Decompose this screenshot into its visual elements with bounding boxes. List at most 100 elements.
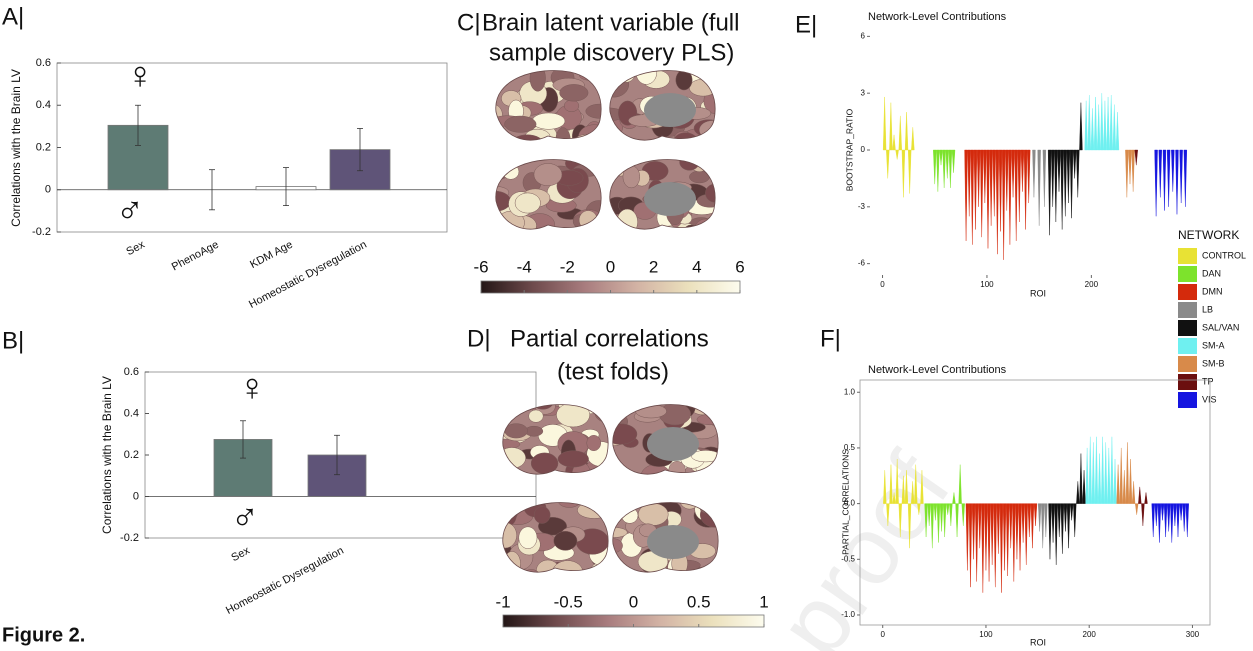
brain-parcel — [532, 113, 565, 129]
brain-parcel — [676, 70, 692, 90]
brain-parcel — [587, 435, 601, 450]
roi-spike — [1021, 150, 1024, 192]
brain-parcel — [558, 494, 580, 507]
roi-spike — [1061, 150, 1064, 230]
roi-spike — [1052, 504, 1055, 543]
figure: proof Figure 2. A|-0.200.20.40.6SexPheno… — [0, 0, 1253, 651]
roi-spike — [1061, 504, 1064, 554]
annotation: ♂ — [231, 497, 260, 539]
roi-spike — [889, 103, 892, 150]
legend-label: CONTROL — [1202, 250, 1246, 260]
roi-spike — [1079, 454, 1082, 504]
roi-spike — [1155, 504, 1158, 526]
brain-parcel — [494, 523, 517, 549]
brain-parcel — [586, 104, 614, 118]
y-tick-label: 6 — [861, 31, 866, 40]
roi-spike — [1015, 150, 1018, 241]
roi-spike — [1184, 150, 1187, 207]
y-tick-label: -0.2 — [120, 532, 139, 544]
roi-spike — [1088, 95, 1091, 150]
roi-spike — [972, 504, 975, 560]
brain-parcel — [512, 497, 534, 508]
roi-spike — [1058, 504, 1061, 537]
y-tick-label: 0.4 — [36, 99, 51, 111]
brain-parcel — [632, 229, 647, 241]
roi-spike — [1028, 504, 1031, 537]
roi-spike — [1076, 150, 1079, 197]
roi-spike — [1161, 504, 1164, 521]
roi-spike — [1018, 150, 1021, 222]
brain-map — [487, 389, 619, 487]
colorbar-tick-label: 6 — [735, 257, 744, 276]
roi-spike — [980, 150, 983, 237]
roi-spike — [1158, 504, 1161, 543]
roi-spike — [1009, 504, 1012, 549]
y-tick-label: 0.4 — [124, 407, 139, 419]
legend-title: NETWORK — [1178, 228, 1239, 242]
roi-spike — [990, 150, 993, 226]
roi-spike — [1005, 150, 1008, 211]
brain-parcel — [483, 143, 514, 167]
panel-label: A| — [2, 3, 24, 30]
roi-spike — [1183, 504, 1186, 532]
brain-parcel — [696, 491, 727, 509]
brain-parcel — [694, 219, 717, 242]
brain-parcel — [556, 403, 589, 427]
y-axis-label: Correlations with the Brain LV — [9, 69, 23, 227]
roi-spike — [1116, 112, 1119, 150]
roi-spike — [1032, 150, 1035, 197]
chart-title: Network-Level Contributions — [868, 364, 1007, 376]
roi-spike — [1138, 487, 1141, 504]
y-tick-label: 1.0 — [844, 387, 856, 396]
x-tick-label: PhenoAge — [170, 239, 221, 274]
x-tick-label: Sex — [124, 238, 147, 258]
x-axis-label: ROI — [1030, 637, 1046, 647]
brain-parcel — [554, 531, 577, 550]
roi-spike — [1083, 470, 1086, 503]
roi-spike — [987, 150, 990, 248]
roi-spike — [943, 150, 946, 188]
roi-spike — [1054, 150, 1057, 222]
brain-parcel — [579, 211, 597, 230]
y-axis-label: Correlations with the Brain LV — [100, 376, 114, 534]
roi-spike — [1120, 448, 1123, 504]
brain-parcel — [579, 125, 611, 149]
medial-wall — [647, 525, 699, 559]
roi-spike — [1097, 105, 1100, 150]
colorbar-tick-label: -2 — [560, 257, 575, 276]
brain-parcel — [604, 424, 637, 445]
y-axis-label: BOOTSTRAP_RATIO — [844, 108, 854, 191]
brain-parcel — [711, 569, 729, 586]
colorbar-tick-label: 1 — [759, 592, 768, 611]
legend-label: DAN — [1202, 268, 1221, 278]
roi-spike — [886, 150, 889, 178]
legend-label: TP — [1202, 376, 1214, 386]
roi-spike — [1079, 103, 1082, 150]
roi-spike — [1070, 150, 1073, 218]
roi-spike — [1089, 437, 1092, 504]
roi-spike — [993, 150, 996, 216]
roi-spike — [1170, 504, 1173, 543]
brain-parcel — [605, 401, 621, 411]
roi-spike — [997, 504, 1000, 554]
roi-spike — [991, 504, 994, 565]
roi-spike — [1012, 504, 1015, 582]
y-tick-label: 3 — [861, 88, 866, 97]
roi-spike — [1051, 150, 1054, 207]
roi-spike — [1171, 150, 1174, 192]
roi-spike — [949, 150, 952, 188]
colorbar-tick-label: 0 — [629, 592, 638, 611]
panel-label: C| — [457, 9, 481, 36]
roi-spike — [1022, 504, 1025, 543]
roi-spike — [1104, 442, 1107, 503]
y-tick-label: 0.2 — [36, 141, 51, 153]
colorbar-tick-label: -1 — [495, 592, 510, 611]
x-tick-label: 300 — [1186, 630, 1200, 639]
brain-parcel — [679, 487, 700, 509]
brain-map — [480, 143, 613, 244]
brain-parcel — [594, 398, 613, 411]
colorbar-tick-label: 4 — [692, 257, 701, 276]
roi-spike — [1006, 504, 1009, 576]
roi-spike — [893, 135, 896, 150]
x-tick-label: Sex — [229, 544, 252, 564]
